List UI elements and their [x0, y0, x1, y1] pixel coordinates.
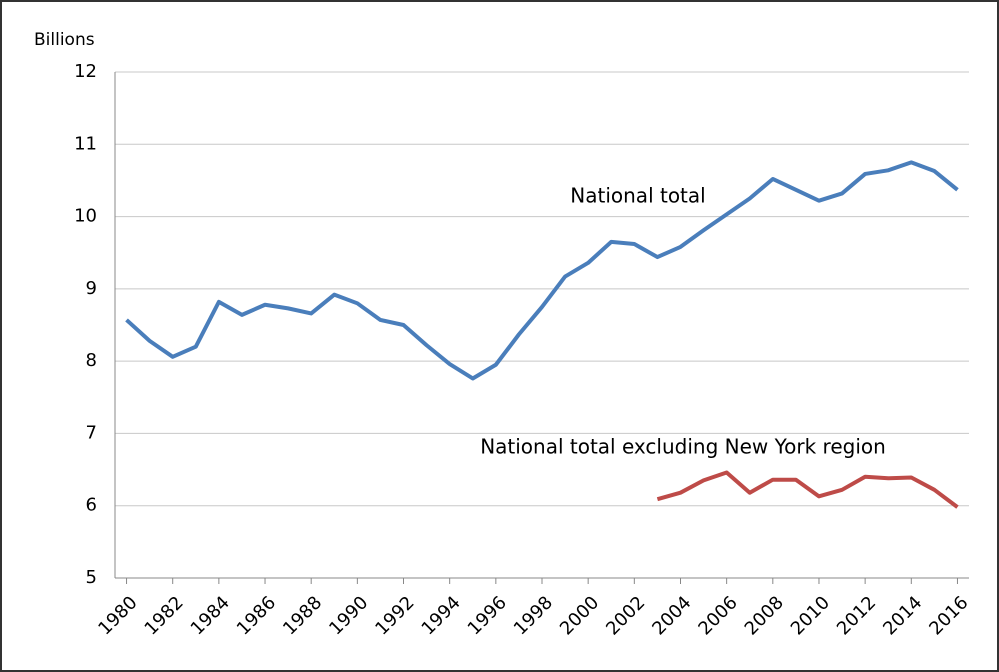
y-tick-label: 9: [86, 278, 97, 299]
y-tick-label: 8: [86, 350, 97, 371]
y-tick-label: 11: [74, 133, 97, 154]
series-label: National total: [570, 184, 705, 208]
y-tick-label: 6: [86, 495, 97, 516]
series-label: National total excluding New York region: [480, 435, 886, 459]
y-tick-label: 12: [74, 61, 97, 82]
y-tick-label: 7: [86, 422, 97, 443]
line-series: [125, 160, 959, 381]
line-series: [656, 470, 959, 509]
y-tick-label: 5: [86, 567, 97, 588]
y-axis-label: Billions: [34, 30, 95, 50]
y-tick-label: 10: [74, 206, 97, 227]
